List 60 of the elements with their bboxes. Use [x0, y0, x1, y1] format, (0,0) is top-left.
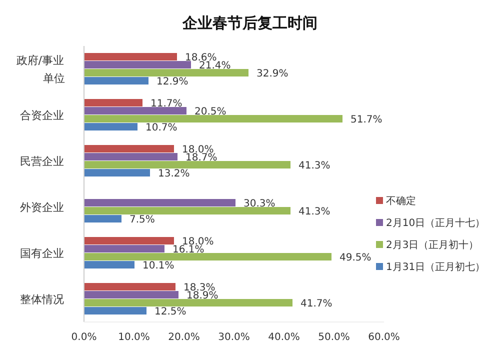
- y-tick-label: 政府/事业单位: [16, 54, 65, 85]
- bar: [84, 61, 191, 68]
- legend-label: 不确定: [386, 195, 416, 207]
- x-tick-label: 60.0%: [368, 332, 400, 343]
- data-label: 13.2%: [158, 168, 190, 180]
- x-tick-label: 40.0%: [268, 332, 300, 343]
- bar: [84, 53, 177, 60]
- bar: [84, 291, 178, 298]
- data-label: 16.1%: [172, 244, 204, 256]
- x-tick-label: 50.0%: [318, 332, 350, 343]
- x-tick-label: 30.0%: [218, 332, 250, 343]
- y-tick-label: 外资企业: [20, 201, 64, 214]
- data-label: 21.4%: [199, 60, 231, 72]
- data-label: 10.7%: [146, 122, 178, 134]
- bar: [84, 69, 248, 76]
- bar: [84, 161, 290, 168]
- data-label: 41.7%: [300, 298, 332, 310]
- bar: [84, 169, 150, 176]
- bar: [84, 77, 148, 84]
- bar: [84, 153, 178, 160]
- data-label: 41.3%: [298, 160, 330, 172]
- bar: [84, 237, 174, 244]
- data-label: 18.7%: [186, 152, 218, 164]
- bar: [84, 123, 138, 130]
- data-label: 11.7%: [150, 98, 182, 110]
- data-label: 32.9%: [256, 68, 288, 80]
- y-tick-label: 国有企业: [20, 247, 64, 260]
- bar: [84, 215, 122, 222]
- data-label: 51.7%: [350, 114, 382, 126]
- bar: [84, 145, 174, 152]
- data-label: 18.9%: [186, 290, 218, 302]
- x-tick-label: 10.0%: [118, 332, 150, 343]
- data-label: 12.9%: [156, 76, 188, 88]
- data-label: 30.3%: [244, 198, 276, 210]
- data-label: 41.3%: [298, 206, 330, 218]
- data-label: 49.5%: [340, 252, 372, 264]
- legend-label: 1月31日（正月初七）: [386, 261, 486, 273]
- bar: [84, 207, 290, 214]
- y-tick-label: 整体情况: [20, 293, 64, 306]
- y-tick-label: 合资企业: [20, 109, 64, 122]
- bar: [84, 307, 146, 314]
- legend-label: 2月10日（正月十七）: [386, 217, 486, 229]
- x-tick-label: 0.0%: [71, 332, 97, 343]
- x-tick-label: 20.0%: [168, 332, 200, 343]
- bar: [84, 253, 332, 260]
- bar: [84, 299, 292, 306]
- data-label: 20.5%: [194, 106, 226, 118]
- data-label: 7.5%: [130, 214, 155, 226]
- bar: [84, 283, 176, 290]
- data-label: 12.5%: [154, 306, 186, 318]
- bar: [84, 199, 236, 206]
- legend-label: 2月3日（正月初十）: [386, 239, 479, 251]
- y-tick-label: 民营企业: [20, 155, 64, 168]
- bar: [84, 261, 134, 268]
- chart-title: 企业春节后复工时间: [182, 14, 318, 32]
- bar: [84, 99, 142, 106]
- data-label: 10.1%: [142, 260, 174, 272]
- bar: [84, 107, 186, 114]
- bar: [84, 245, 164, 252]
- bar: [84, 115, 342, 122]
